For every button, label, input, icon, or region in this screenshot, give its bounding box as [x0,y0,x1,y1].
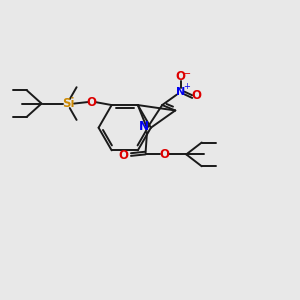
Text: O: O [159,148,169,161]
Text: Si: Si [62,97,74,110]
Text: O: O [86,96,96,109]
Text: O: O [118,149,128,162]
Text: N: N [176,87,185,97]
Text: N: N [139,120,149,133]
Text: O: O [191,89,201,102]
Text: +: + [183,82,190,91]
Text: −: − [183,69,191,79]
Text: O: O [176,70,186,83]
